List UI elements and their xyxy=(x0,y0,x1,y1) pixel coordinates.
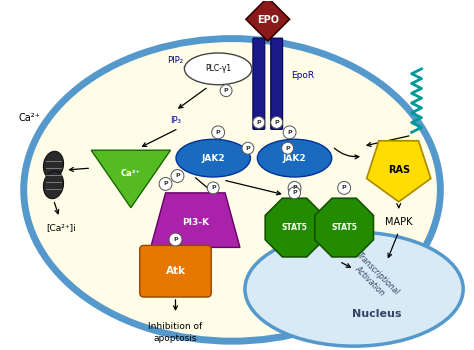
Polygon shape xyxy=(265,198,324,257)
Text: IP₃: IP₃ xyxy=(170,116,181,125)
Circle shape xyxy=(282,142,293,154)
Ellipse shape xyxy=(44,151,64,179)
Text: PLC-γ1: PLC-γ1 xyxy=(205,64,231,74)
Circle shape xyxy=(271,117,283,128)
Text: RAS: RAS xyxy=(388,165,410,175)
Text: P: P xyxy=(274,120,279,125)
Text: P: P xyxy=(342,186,346,190)
Text: Transcriptional
Activation: Transcriptional Activation xyxy=(347,250,401,304)
Circle shape xyxy=(288,181,301,194)
Polygon shape xyxy=(366,141,431,202)
Text: P: P xyxy=(287,130,292,135)
Circle shape xyxy=(169,233,182,246)
Text: Nucleus: Nucleus xyxy=(352,309,401,319)
Ellipse shape xyxy=(24,38,440,341)
Circle shape xyxy=(337,181,351,194)
Text: EpoR: EpoR xyxy=(292,71,315,80)
Circle shape xyxy=(242,142,254,154)
Ellipse shape xyxy=(184,53,252,85)
Ellipse shape xyxy=(257,139,332,177)
Text: P: P xyxy=(224,88,228,93)
Circle shape xyxy=(212,126,225,139)
Text: P: P xyxy=(173,237,178,242)
Text: PI3-K: PI3-K xyxy=(182,218,209,227)
FancyBboxPatch shape xyxy=(253,38,265,130)
Polygon shape xyxy=(315,198,374,257)
Text: P: P xyxy=(285,146,290,151)
Text: apoptosis: apoptosis xyxy=(154,334,197,343)
Ellipse shape xyxy=(245,232,463,346)
Text: P: P xyxy=(256,120,261,125)
Circle shape xyxy=(220,85,232,97)
Text: [Ca²⁺]i: [Ca²⁺]i xyxy=(46,223,76,232)
Text: P: P xyxy=(163,181,168,187)
Ellipse shape xyxy=(176,139,250,177)
Circle shape xyxy=(283,126,296,139)
Text: P: P xyxy=(211,186,216,190)
Text: P: P xyxy=(216,130,220,135)
Polygon shape xyxy=(91,150,171,208)
Text: P: P xyxy=(246,146,250,151)
Text: P: P xyxy=(292,186,297,190)
FancyBboxPatch shape xyxy=(271,38,283,130)
Circle shape xyxy=(207,182,219,194)
Text: STAT5: STAT5 xyxy=(331,223,357,232)
Text: Ca²⁺: Ca²⁺ xyxy=(121,168,141,177)
Text: Atk: Atk xyxy=(165,266,185,276)
Text: PIP₂: PIP₂ xyxy=(167,56,183,65)
Text: P: P xyxy=(175,174,180,178)
Circle shape xyxy=(159,177,172,190)
Circle shape xyxy=(289,187,301,199)
Polygon shape xyxy=(151,193,240,247)
Ellipse shape xyxy=(44,171,64,199)
Polygon shape xyxy=(246,0,290,41)
Text: P: P xyxy=(292,190,297,195)
Text: EPO: EPO xyxy=(257,15,279,25)
Text: JAK2: JAK2 xyxy=(201,154,225,163)
Text: JAK2: JAK2 xyxy=(283,154,306,163)
Text: Inhibition of: Inhibition of xyxy=(148,322,202,331)
Circle shape xyxy=(171,169,184,182)
Text: Ca²⁺: Ca²⁺ xyxy=(18,113,41,124)
FancyBboxPatch shape xyxy=(140,245,211,297)
Text: MAPK: MAPK xyxy=(385,217,412,227)
Circle shape xyxy=(253,117,265,128)
Text: STAT5: STAT5 xyxy=(282,223,308,232)
